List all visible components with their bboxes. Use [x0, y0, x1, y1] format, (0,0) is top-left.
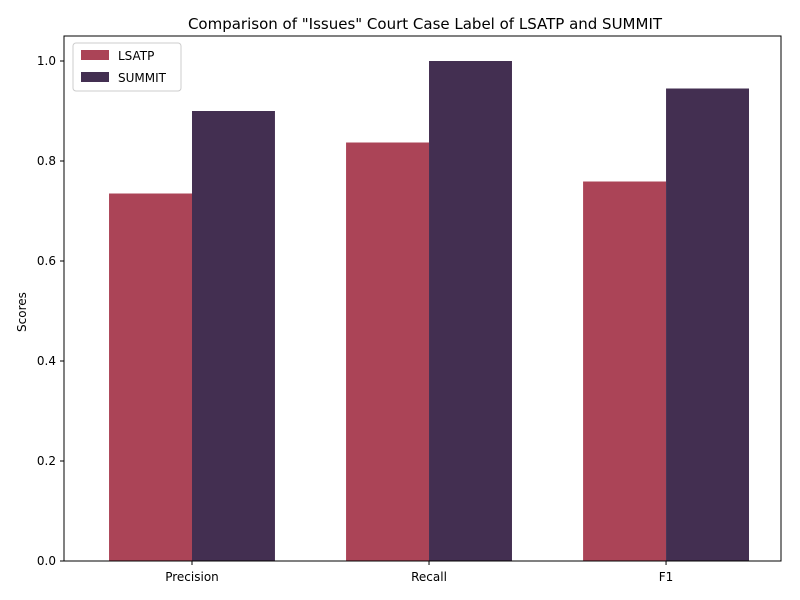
- y-tick-label: 0.8: [37, 154, 56, 168]
- bar-summit-f1: [666, 88, 750, 561]
- x-tick-label: F1: [659, 570, 674, 584]
- y-tick-label: 0.4: [37, 354, 56, 368]
- bar-summit-recall: [429, 61, 512, 561]
- y-tick-label: 1.0: [37, 54, 56, 68]
- bar-lsatp-recall: [346, 142, 430, 561]
- legend: LSATP SUMMIT: [72, 42, 182, 92]
- x-tick-label: Precision: [165, 570, 219, 584]
- legend-swatch-summit: [81, 72, 109, 82]
- bars-layer: [109, 61, 750, 561]
- legend-label-summit: SUMMIT: [118, 71, 167, 85]
- bar-lsatp-f1: [583, 181, 667, 561]
- y-axis-label: Scores: [15, 292, 29, 332]
- plot-frame: [63, 35, 782, 562]
- y-tick-label: 0.0: [37, 554, 56, 568]
- bar-lsatp-precision: [109, 193, 192, 561]
- chart-title: Comparison of "Issues" Court Case Label …: [188, 15, 663, 33]
- y-tick-label: 0.2: [37, 454, 56, 468]
- y-tick-label: 0.6: [37, 254, 56, 268]
- legend-label-lsatp: LSATP: [118, 49, 154, 63]
- bar-summit-precision: [191, 111, 275, 561]
- x-tick-label: Recall: [411, 570, 447, 584]
- axes-layer: 0.0 0.2 0.4 0.6 0.8 1.0 Precision Recall F1: [37, 35, 782, 584]
- legend-swatch-lsatp: [81, 50, 109, 60]
